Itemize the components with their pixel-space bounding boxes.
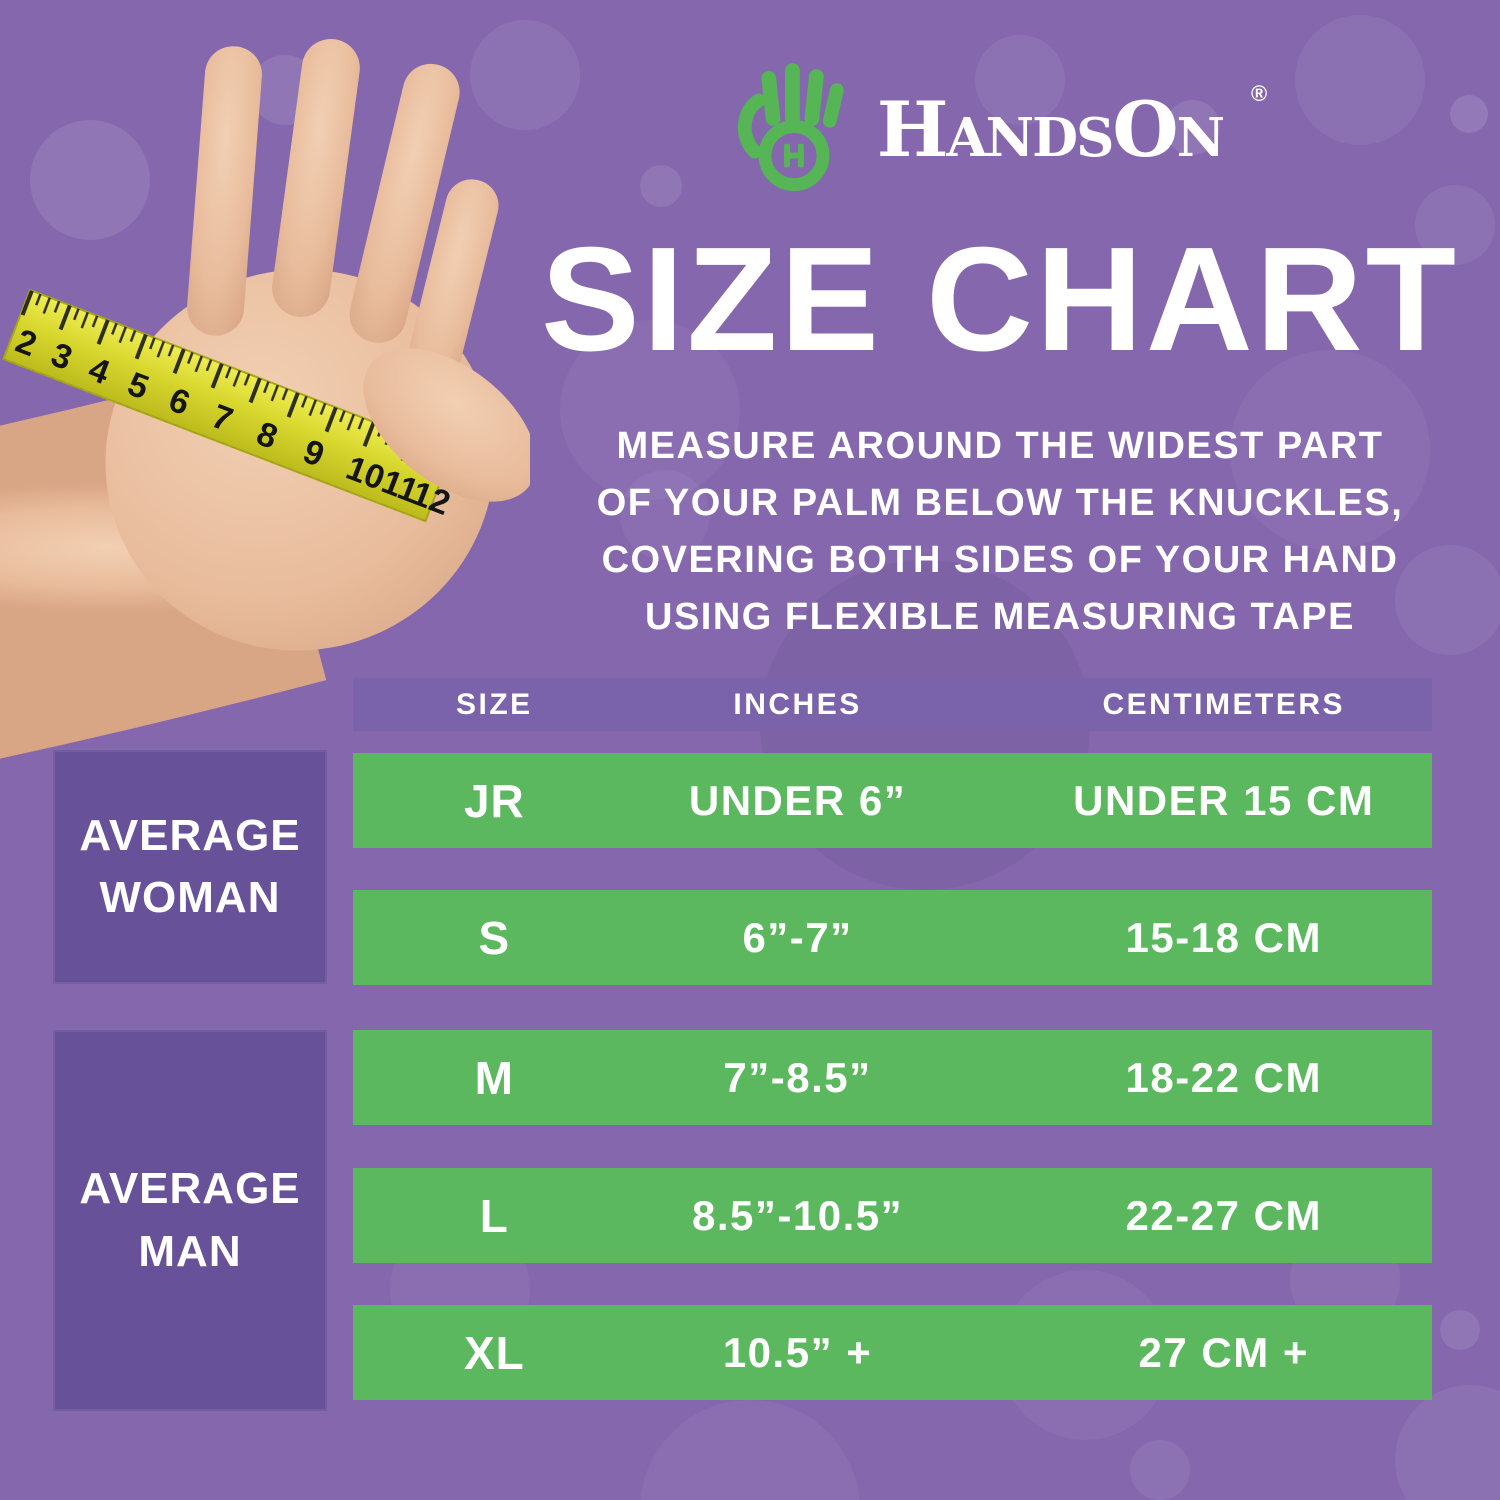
page-title: SIZE CHART [541, 217, 1459, 382]
measure-instructions: MEASURE AROUND THE WIDEST PART OF YOUR P… [560, 418, 1440, 646]
instruction-line: OF YOUR PALM BELOW THE KNUCKLES, [596, 482, 1404, 524]
header-size: SIZE [456, 687, 533, 721]
header-centimeters: CENTIMETERS [1102, 687, 1346, 721]
row-group-label-average-woman: AVERAGE WOMAN [53, 750, 327, 984]
table-row: S 6”-7” 15-18 CM [353, 890, 1432, 985]
inches-cell: 6”-7” [742, 913, 853, 961]
background-bubble [1440, 1310, 1480, 1350]
thumb [363, 348, 537, 502]
table-row: L 8.5”-10.5” 22-27 CM [353, 1168, 1432, 1263]
table-row: JR UNDER 6” UNDER 15 CM [353, 753, 1432, 848]
centimeters-cell: 22-27 CM [1125, 1191, 1322, 1239]
table-header-row: SIZE INCHES CENTIMETERS [353, 678, 1432, 731]
finger [402, 179, 499, 405]
hand-photo-illustration: 2 3 4 5 6 7 8 9 10 11 12 [0, 25, 537, 1035]
centimeters-cell: 27 CM + [1138, 1328, 1309, 1376]
brand-logo: HandsOn ® [500, 55, 1500, 205]
background-bubble [640, 1400, 860, 1500]
instruction-line: MEASURE AROUND THE WIDEST PART [616, 425, 1384, 467]
instruction-line: USING FLEXIBLE MEASURING TAPE [645, 596, 1355, 638]
finger [272, 39, 360, 317]
size-cell: L [479, 1189, 509, 1242]
finger [349, 63, 460, 343]
background-bubble [1130, 1440, 1190, 1500]
centimeters-cell: 18-22 CM [1125, 1053, 1322, 1101]
size-cell: XL [463, 1326, 525, 1379]
centimeters-cell: UNDER 15 CM [1073, 776, 1375, 824]
instruction-line: COVERING BOTH SIDES OF YOUR HAND [601, 539, 1399, 581]
finger [187, 46, 262, 336]
inches-cell: 7”-8.5” [723, 1053, 872, 1101]
table-row: XL 10.5” + 27 CM + [353, 1305, 1432, 1400]
handson-hand-logo-icon [737, 63, 844, 191]
background-bubble [1395, 1385, 1500, 1500]
size-cell: M [474, 1051, 515, 1104]
registered-trademark: ® [1251, 81, 1268, 106]
brand-name: HandsOn [876, 85, 1225, 174]
measuring-tape: 2 3 4 5 6 7 8 9 10 11 12 [2, 288, 455, 523]
inches-cell: 8.5”-10.5” [691, 1191, 904, 1239]
size-cell: S [478, 911, 511, 964]
inches-cell: UNDER 6” [688, 776, 907, 824]
size-cell: JR [463, 774, 525, 827]
row-group-label-average-man: AVERAGE MAN [53, 1030, 327, 1411]
table-row: M 7”-8.5” 18-22 CM [353, 1030, 1432, 1125]
inches-cell: 10.5” + [722, 1328, 873, 1376]
centimeters-cell: 15-18 CM [1125, 913, 1322, 961]
header-inches: INCHES [733, 687, 862, 721]
